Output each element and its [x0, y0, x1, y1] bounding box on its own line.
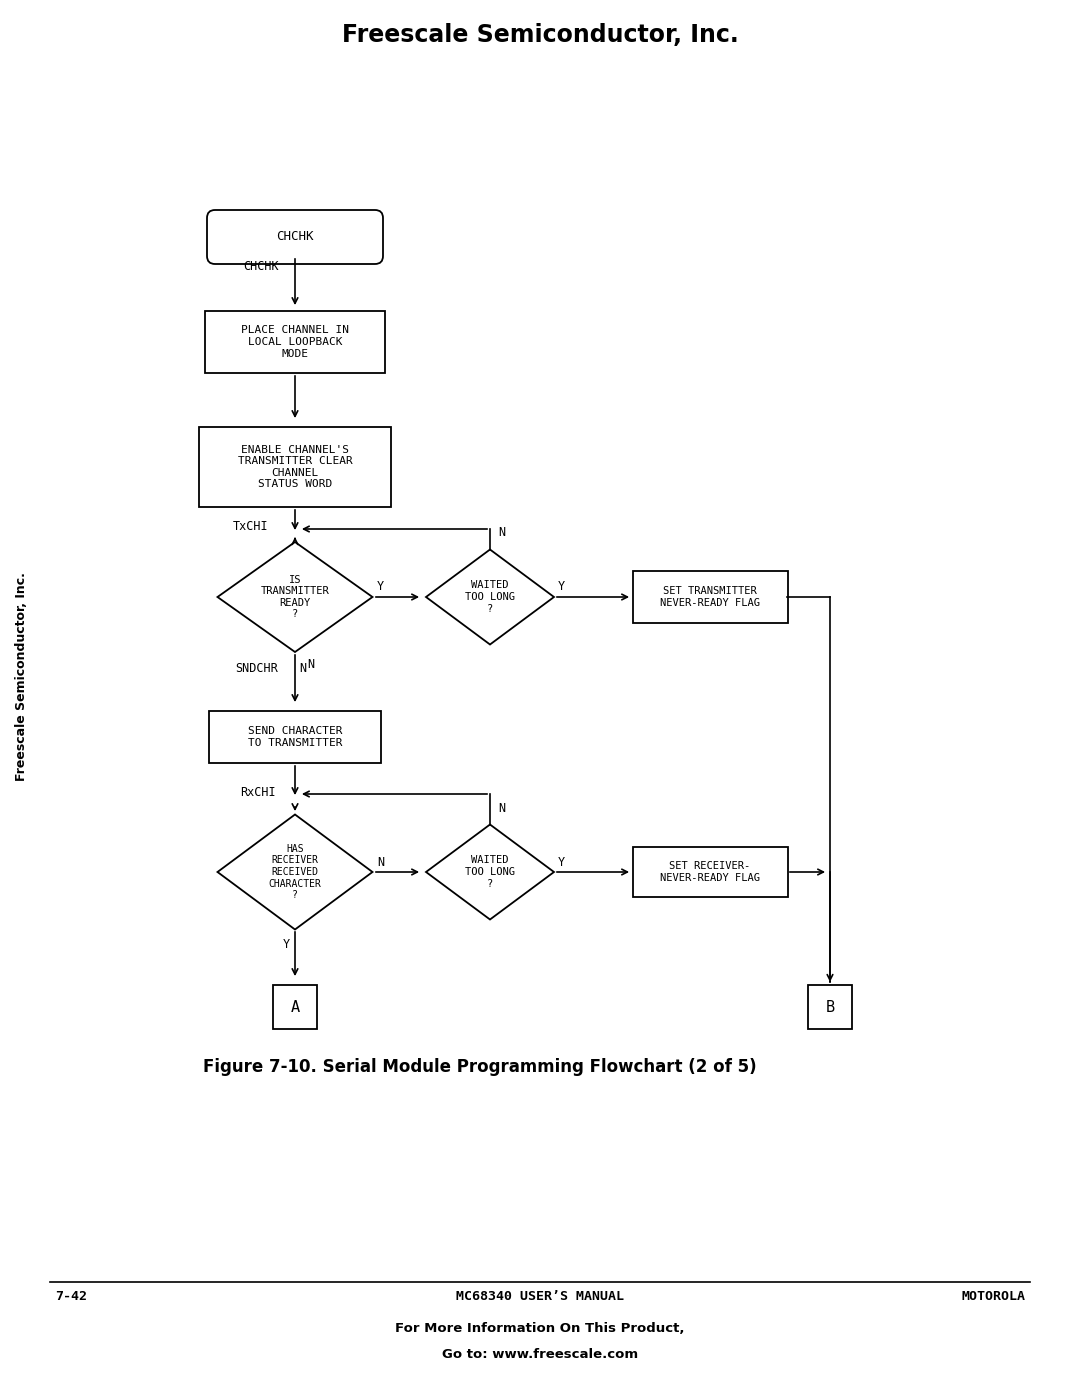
Bar: [199, 427, 391, 507]
FancyBboxPatch shape: [207, 210, 383, 264]
Text: CHCHK: CHCHK: [276, 231, 314, 243]
Text: WAITED
TOO LONG
?: WAITED TOO LONG ?: [465, 855, 515, 888]
Bar: [633, 847, 787, 897]
Text: SNDCHR: SNDCHR: [235, 662, 278, 676]
Text: N: N: [307, 658, 314, 672]
Bar: [205, 312, 384, 373]
Text: For More Information On This Product,: For More Information On This Product,: [395, 1323, 685, 1336]
Text: MC68340 USER’S MANUAL: MC68340 USER’S MANUAL: [456, 1291, 624, 1303]
Text: TxCHI: TxCHI: [233, 521, 269, 534]
Text: Freescale Semiconductor, Inc.: Freescale Semiconductor, Inc.: [341, 22, 739, 47]
Text: N: N: [299, 662, 306, 676]
Bar: [210, 711, 381, 763]
Text: PLACE CHANNEL IN
LOCAL LOOPBACK
MODE: PLACE CHANNEL IN LOCAL LOOPBACK MODE: [241, 326, 349, 359]
Bar: [633, 571, 787, 623]
Polygon shape: [426, 824, 554, 919]
Text: HAS
RECEIVER
RECEIVED
CHARACTER
?: HAS RECEIVER RECEIVED CHARACTER ?: [269, 844, 322, 900]
Text: N: N: [498, 527, 505, 539]
Text: Y: Y: [558, 855, 565, 869]
Text: IS
TRANSMITTER
READY
?: IS TRANSMITTER READY ?: [260, 574, 329, 619]
Text: MOTOROLA: MOTOROLA: [961, 1291, 1025, 1303]
Text: 7-42: 7-42: [55, 1291, 87, 1303]
Text: WAITED
TOO LONG
?: WAITED TOO LONG ?: [465, 580, 515, 613]
Text: ENABLE CHANNEL'S
TRANSMITTER CLEAR
CHANNEL
STATUS WORD: ENABLE CHANNEL'S TRANSMITTER CLEAR CHANN…: [238, 444, 352, 489]
Text: A: A: [291, 999, 299, 1014]
Text: Figure 7-10. Serial Module Programming Flowchart (2 of 5): Figure 7-10. Serial Module Programming F…: [203, 1058, 757, 1076]
Text: SET RECEIVER-
NEVER-READY FLAG: SET RECEIVER- NEVER-READY FLAG: [660, 861, 760, 883]
Polygon shape: [217, 542, 373, 652]
Text: Y: Y: [283, 937, 291, 950]
Text: N: N: [377, 855, 384, 869]
Text: N: N: [498, 802, 505, 814]
Bar: [808, 985, 852, 1030]
Text: B: B: [825, 999, 835, 1014]
Text: Go to: www.freescale.com: Go to: www.freescale.com: [442, 1348, 638, 1362]
Bar: [273, 985, 318, 1030]
Polygon shape: [426, 549, 554, 644]
Text: Y: Y: [377, 581, 384, 594]
Text: CHCHK: CHCHK: [243, 260, 279, 274]
Polygon shape: [217, 814, 373, 929]
Text: Y: Y: [558, 581, 565, 594]
Text: RxCHI: RxCHI: [240, 785, 275, 799]
Text: SEND CHARACTER
TO TRANSMITTER: SEND CHARACTER TO TRANSMITTER: [247, 726, 342, 747]
Text: Freescale Semiconductor, Inc.: Freescale Semiconductor, Inc.: [15, 573, 28, 781]
Text: SET TRANSMITTER
NEVER-READY FLAG: SET TRANSMITTER NEVER-READY FLAG: [660, 587, 760, 608]
